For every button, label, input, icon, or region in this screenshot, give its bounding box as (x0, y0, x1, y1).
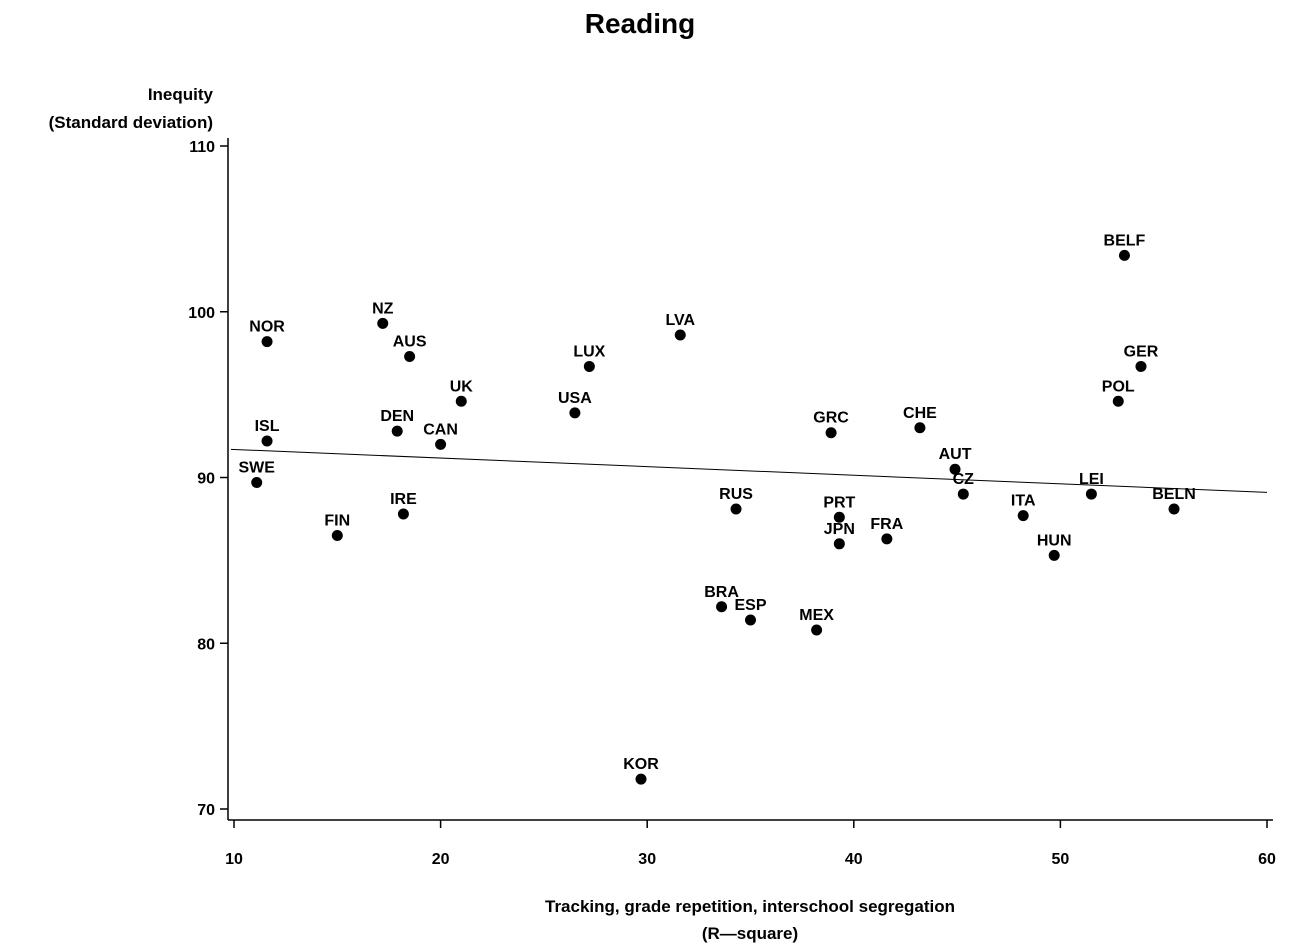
data-point-aut (949, 463, 961, 475)
data-label-belf: BELF (1104, 232, 1146, 249)
data-label-isl: ISL (255, 418, 280, 435)
data-label-kor: KOR (623, 756, 659, 773)
data-label-grc: GRC (813, 410, 849, 427)
data-point-kor (635, 773, 647, 785)
data-point-esp (745, 614, 756, 626)
data-point-aus (404, 351, 416, 363)
data-point-belf (1118, 249, 1130, 261)
x-tick-label: 10 (225, 851, 243, 868)
data-point-prt (833, 511, 845, 523)
data-label-bra: BRA (704, 584, 739, 601)
data-label-rus: RUS (719, 486, 753, 503)
x-tick-label: 20 (432, 851, 450, 868)
data-label-cz: CZ (953, 471, 975, 488)
data-label-beln: BELN (1152, 486, 1196, 503)
data-point-can (435, 438, 447, 450)
data-point-isl (261, 435, 273, 447)
trend-line (230, 448, 1268, 493)
data-point-swe (251, 476, 263, 488)
data-point-uk (455, 395, 467, 407)
data-point-mex (811, 624, 823, 636)
data-point-beln (1168, 503, 1180, 515)
data-point-rus (730, 503, 742, 515)
data-point-den (391, 425, 403, 437)
data-label-esp: ESP (734, 597, 766, 614)
data-label-pol: POL (1102, 378, 1135, 395)
data-point-lei (1085, 488, 1097, 500)
data-label-ire: IRE (390, 491, 417, 508)
data-point-usa (569, 407, 581, 419)
x-axis-label-line2: (R—square) (702, 924, 798, 943)
data-point-nor (261, 336, 273, 348)
data-label-aut: AUT (939, 446, 972, 463)
y-ticks: 70 80 90 100 110 (188, 139, 228, 819)
data-point-che (914, 422, 926, 434)
data-point-ger (1135, 360, 1147, 372)
data-points: NOR NZ AUS ISL SWE DEN CAN UK FIN IRE USA LUX LVA KOR… (238, 232, 1196, 785)
y-tick-label: 70 (197, 802, 215, 819)
data-point-hun (1048, 549, 1060, 561)
data-label-che: CHE (903, 405, 937, 422)
data-label-prt: PRT (823, 494, 855, 511)
data-label-lei: LEI (1079, 471, 1104, 488)
y-tick-label: 90 (197, 471, 215, 488)
trendline-group (230, 448, 1268, 493)
data-label-aus: AUS (393, 334, 427, 351)
y-axis-label-line1: Inequity (148, 85, 214, 104)
data-point-ita (1017, 510, 1029, 522)
data-label-uk: UK (450, 378, 474, 395)
data-label-usa: USA (558, 390, 592, 407)
x-tick-label: 40 (845, 851, 863, 868)
data-label-can: CAN (423, 421, 458, 438)
data-point-bra (716, 601, 728, 613)
data-point-lux (583, 360, 595, 372)
data-point-cz (957, 488, 969, 500)
y-tick-label: 110 (189, 139, 215, 156)
x-ticks: 10 20 30 40 50 60 (225, 820, 1276, 868)
data-label-jpn: JPN (824, 521, 855, 538)
data-point-pol (1112, 395, 1124, 407)
data-label-ita: ITA (1011, 493, 1036, 510)
data-point-lva (674, 329, 686, 341)
chart-title: Reading (585, 8, 695, 39)
x-tick-label: 60 (1258, 851, 1276, 868)
data-label-nz: NZ (372, 300, 394, 317)
data-label-hun: HUN (1037, 532, 1072, 549)
data-label-swe: SWE (238, 459, 275, 476)
x-tick-label: 30 (638, 851, 656, 868)
data-point-fra (881, 533, 893, 545)
y-tick-label: 100 (188, 305, 215, 322)
data-label-mex: MEX (799, 607, 834, 624)
data-label-lux: LUX (573, 343, 605, 360)
x-axis-label-line1: Tracking, grade repetition, interschool … (545, 897, 955, 916)
data-point-jpn (833, 538, 845, 550)
data-label-fra: FRA (870, 516, 903, 533)
data-label-lva: LVA (665, 312, 695, 329)
data-point-fin (331, 530, 343, 542)
data-point-nz (377, 317, 389, 329)
data-label-nor: NOR (249, 319, 285, 336)
y-tick-label: 80 (197, 636, 215, 653)
data-point-ire (397, 508, 409, 520)
x-tick-label: 50 (1052, 851, 1070, 868)
y-axis-label-line2: (Standard deviation) (49, 113, 213, 132)
data-label-den: DEN (380, 408, 414, 425)
data-label-ger: GER (1124, 343, 1159, 360)
data-label-fin: FIN (324, 513, 350, 530)
data-point-grc (825, 427, 837, 439)
